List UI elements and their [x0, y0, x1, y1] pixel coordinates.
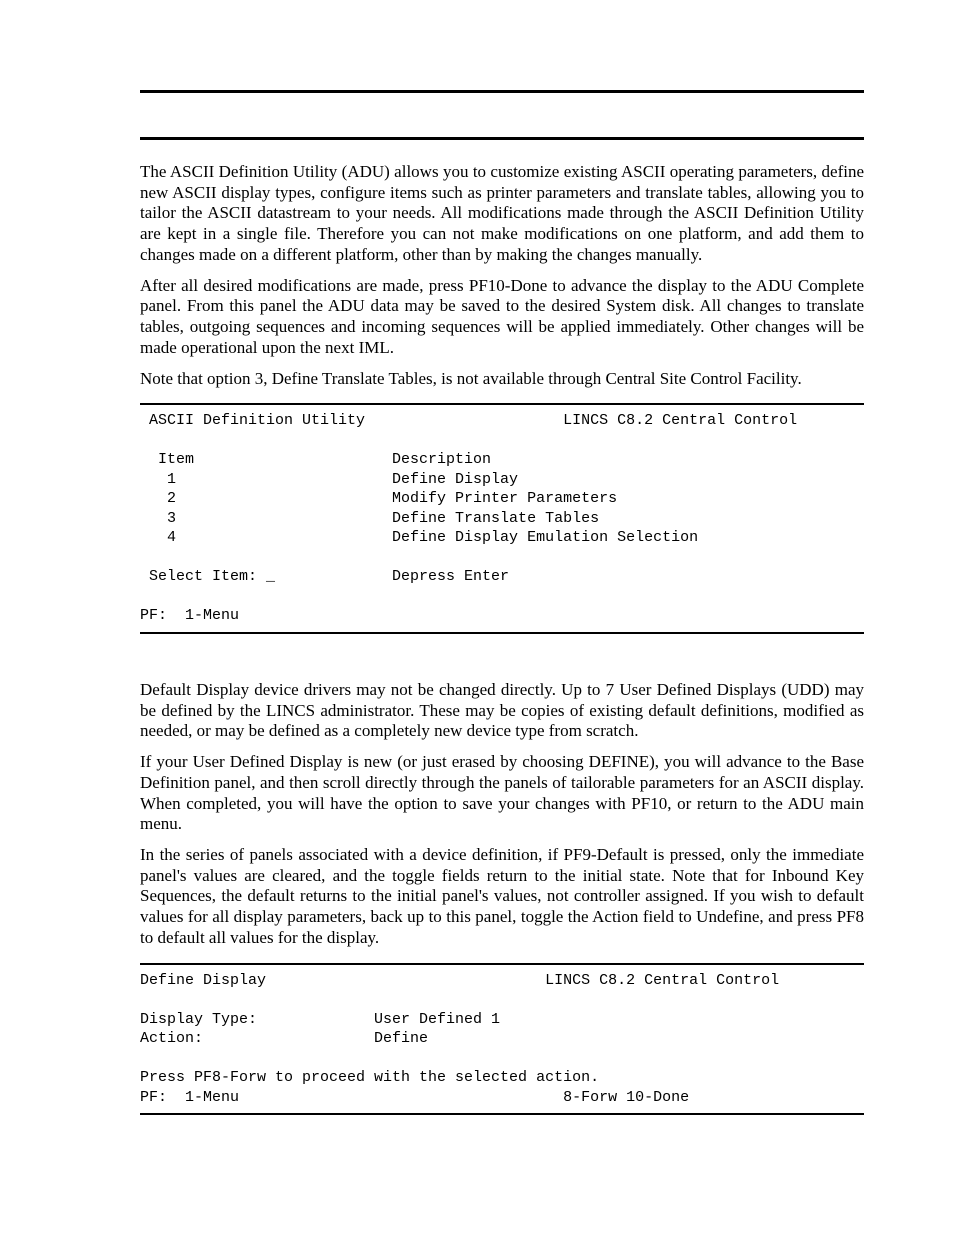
paragraph: Note that option 3, Define Translate Tab…	[140, 369, 864, 390]
paragraph: In the series of panels associated with …	[140, 845, 864, 949]
header-rule-gap	[140, 95, 864, 137]
paragraph: After all desired modifications are made…	[140, 276, 864, 359]
paragraph: If your User Defined Display is new (or …	[140, 752, 864, 835]
terminal-panel-define-display: Define Display LINCS C8.2 Central Contro…	[140, 963, 864, 1116]
paragraph: The ASCII Definition Utility (ADU) allow…	[140, 162, 864, 266]
section-gap	[140, 656, 864, 680]
document-page: The ASCII Definition Utility (ADU) allow…	[0, 0, 954, 1237]
paragraph: Default Display device drivers may not b…	[140, 680, 864, 742]
header-rule-bottom	[140, 137, 864, 140]
terminal-panel-adu: ASCII Definition Utility LINCS C8.2 Cent…	[140, 403, 864, 634]
